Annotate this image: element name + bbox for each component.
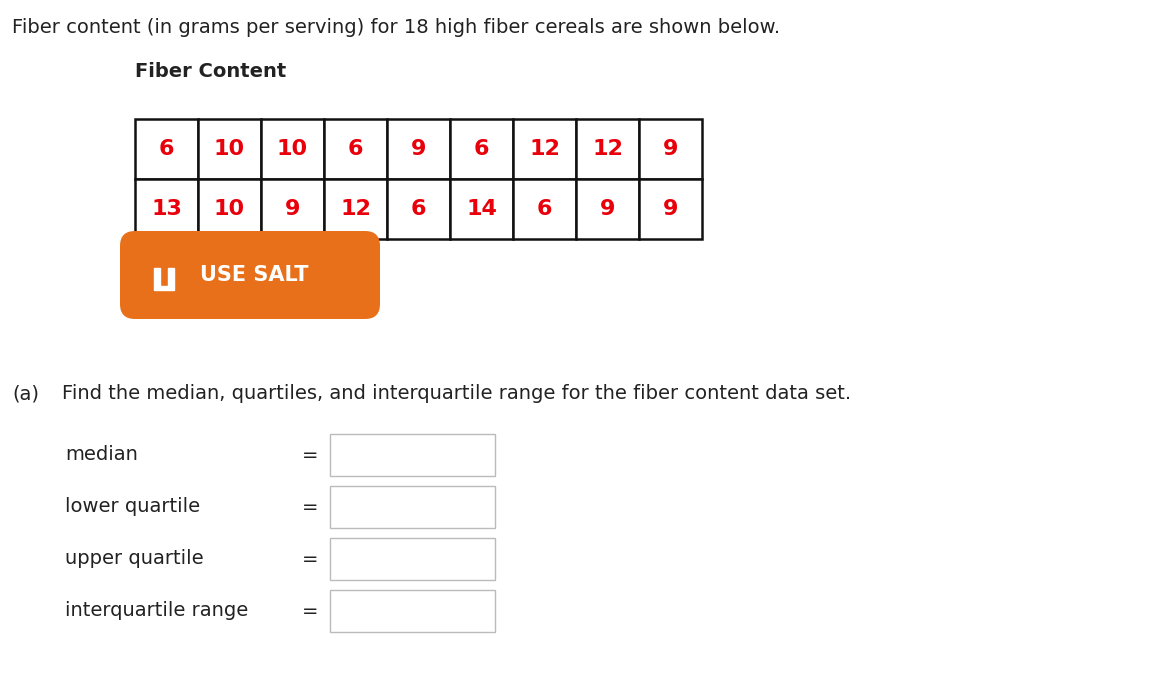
- Text: 12: 12: [530, 139, 560, 159]
- Text: USE SALT: USE SALT: [200, 265, 308, 285]
- Text: 10: 10: [214, 139, 246, 159]
- Text: =: =: [301, 550, 318, 568]
- Bar: [331, 538, 495, 580]
- Bar: [576, 179, 639, 239]
- Text: 12: 12: [340, 199, 371, 219]
- Text: 13: 13: [151, 199, 182, 219]
- Text: 14: 14: [466, 199, 497, 219]
- Bar: [154, 268, 159, 286]
- Text: 9: 9: [662, 139, 679, 159]
- Text: interquartile range: interquartile range: [65, 602, 248, 620]
- Bar: [450, 179, 513, 239]
- Text: 10: 10: [277, 139, 308, 159]
- Bar: [331, 486, 495, 528]
- Text: Fiber Content: Fiber Content: [135, 62, 286, 81]
- Text: 6: 6: [411, 199, 426, 219]
- Text: upper quartile: upper quartile: [65, 550, 204, 568]
- Text: 6: 6: [348, 139, 363, 159]
- FancyBboxPatch shape: [120, 231, 379, 319]
- Text: Fiber content (in grams per serving) for 18 high fiber cereals are shown below.: Fiber content (in grams per serving) for…: [12, 18, 780, 37]
- Bar: [198, 179, 261, 239]
- Text: (a): (a): [12, 384, 40, 403]
- Bar: [513, 119, 576, 179]
- Bar: [639, 179, 702, 239]
- Text: 6: 6: [474, 139, 489, 159]
- Text: 6: 6: [537, 199, 552, 219]
- Bar: [168, 268, 173, 286]
- Text: =: =: [301, 446, 318, 464]
- Bar: [513, 179, 576, 239]
- Bar: [386, 119, 450, 179]
- Text: =: =: [301, 602, 318, 620]
- Bar: [450, 119, 513, 179]
- Bar: [324, 119, 386, 179]
- Text: Find the median, quartiles, and interquartile range for the fiber content data s: Find the median, quartiles, and interqua…: [62, 384, 851, 403]
- Text: 10: 10: [214, 199, 246, 219]
- Bar: [135, 119, 198, 179]
- Bar: [154, 287, 173, 290]
- Bar: [576, 119, 639, 179]
- Bar: [639, 119, 702, 179]
- Bar: [331, 590, 495, 632]
- Text: 9: 9: [285, 199, 300, 219]
- Bar: [324, 179, 386, 239]
- Bar: [331, 434, 495, 476]
- Text: median: median: [65, 446, 137, 464]
- Bar: [261, 119, 324, 179]
- Text: 9: 9: [411, 139, 426, 159]
- Text: =: =: [301, 498, 318, 516]
- Bar: [198, 119, 261, 179]
- Bar: [261, 179, 324, 239]
- Text: 9: 9: [599, 199, 616, 219]
- Bar: [386, 179, 450, 239]
- Text: 12: 12: [592, 139, 623, 159]
- Text: lower quartile: lower quartile: [65, 498, 200, 516]
- Bar: [135, 179, 198, 239]
- Text: 9: 9: [662, 199, 679, 219]
- Text: 6: 6: [158, 139, 175, 159]
